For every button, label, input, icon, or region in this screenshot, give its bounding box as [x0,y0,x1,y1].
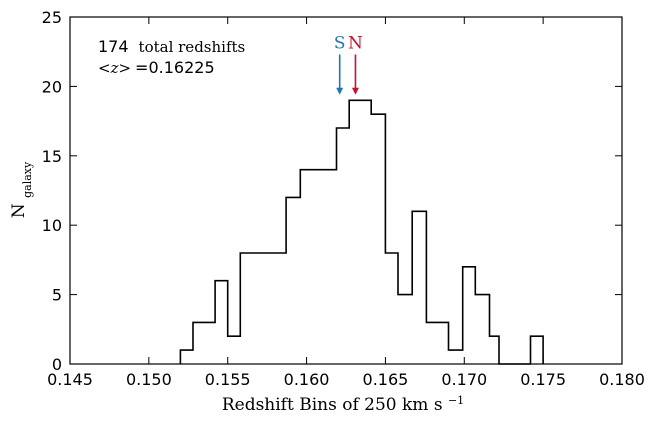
histogram-bin [240,253,286,364]
histogram-bin [412,211,426,364]
histogram-bin [463,267,476,364]
y-axis-title-text: N [9,203,29,218]
histogram-bin [228,336,241,364]
histogram-bin [385,253,398,364]
histogram-bin [398,295,412,364]
y-tick-label: 5 [52,286,62,305]
marker-label: S [334,33,346,53]
y-axis-title-subscript: galaxy [21,161,34,198]
y-tick-label: 25 [42,8,62,27]
histogram-bin [490,336,499,364]
histogram-bin [449,350,463,364]
y-tick-label: 15 [42,147,62,166]
axis-ticks: 0.145 0.150 0.155 0.160 0.165 0.170 0.175 0.180… [42,8,645,389]
histogram-outline [179,99,544,365]
histogram-bin [475,295,489,364]
x-axis-title-superscript: −1 [448,394,464,407]
histogram-bin [337,128,350,364]
x-tick-label: 0.155 [205,370,251,389]
x-tick-label: 0.160 [284,370,330,389]
annotation-total-count: 174 [98,37,129,56]
marker-arrow-head [351,87,359,95]
histogram-bin [371,114,385,364]
annotation-mean: <z> =0.16225 [98,58,215,77]
histogram-bin [531,336,544,364]
y-axis-title: N galaxy [9,161,34,218]
x-axis-title: Redshift Bins of 250 km s −1 [222,394,464,416]
y-tick-label: 0 [52,355,62,374]
histogram-bin [300,170,336,364]
x-tick-label: 0.145 [47,370,93,389]
x-tick-label: 0.165 [363,370,409,389]
x-tick-label: 0.180 [599,370,645,389]
y-tick-label: 10 [42,216,62,235]
marker-arrow-head [336,87,344,95]
x-tick-label: 0.150 [126,370,172,389]
histogram-bin [180,350,193,364]
histogram-bin [193,322,215,364]
histogram-bin [349,100,371,364]
x-tick-label: 0.170 [441,370,487,389]
y-tick-label: 20 [42,77,62,96]
plot-frame [69,16,623,365]
annotation-total: 174 total redshifts [98,37,245,56]
histogram-bin [286,197,300,364]
histogram-bin [215,281,228,364]
annotation-total-label: total redshifts [139,38,246,56]
annotation-mean-value: =0.16225 [135,58,215,77]
histogram-bin [426,322,448,364]
marker-label: N [348,33,363,53]
x-tick-label: 0.175 [520,370,566,389]
x-axis-title-text: Redshift Bins of 250 km s [222,395,443,415]
annotation-mean-label: <z> [98,59,131,77]
